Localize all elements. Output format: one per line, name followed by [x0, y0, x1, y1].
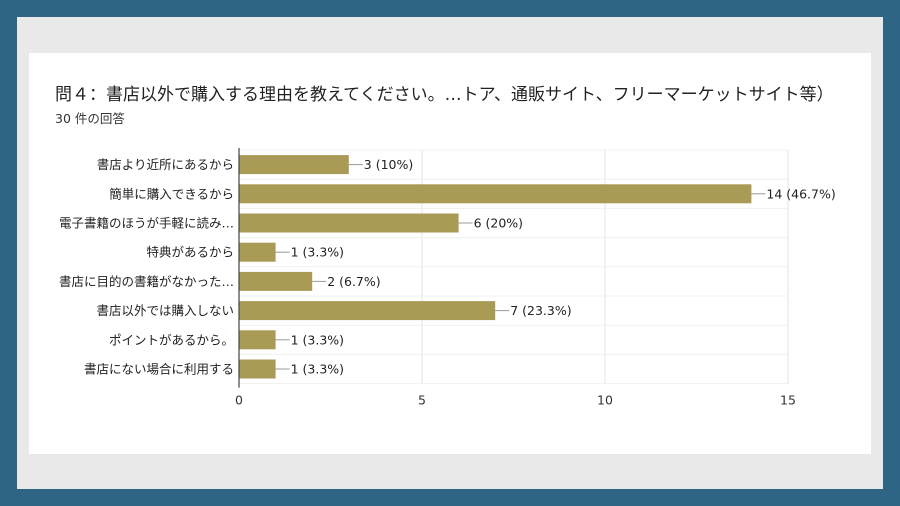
category-label: 特典があるから — [146, 245, 234, 260]
category-label: 書店以外では購入しない — [96, 303, 234, 318]
x-tick-label: 10 — [597, 393, 613, 408]
response-count: 30 件の回答 — [55, 111, 125, 126]
bar — [239, 242, 276, 262]
category-label: 電子書籍のほうが手軽に読み… — [59, 216, 234, 231]
data-label: 2 (6.7%) — [327, 274, 380, 289]
category-label: 書店に目的の書籍がなかった… — [59, 274, 234, 289]
bar — [239, 271, 313, 291]
data-label: 7 (23.3%) — [510, 303, 571, 318]
x-tick-label: 5 — [418, 393, 426, 408]
bar — [239, 301, 496, 321]
data-label: 1 (3.3%) — [291, 245, 344, 260]
category-label: ポイントがあるから。 — [109, 332, 234, 347]
bar — [239, 184, 752, 204]
category-label: 書店より近所にあるから — [97, 157, 234, 172]
question-title: 問４：書店以外で購入する理由を教えてください。…トア、通販サイト、フリーマーケッ… — [55, 85, 834, 105]
x-tick-label: 15 — [780, 393, 796, 408]
data-label: 1 (3.3%) — [291, 362, 344, 377]
data-label: 1 (3.3%) — [291, 332, 344, 347]
chart-card — [29, 53, 871, 454]
x-tick-label: 0 — [235, 393, 243, 408]
category-label: 書店にない場合に利用する — [84, 362, 234, 377]
data-label: 14 (46.7%) — [766, 186, 835, 201]
bar — [239, 155, 349, 175]
data-label: 6 (20%) — [474, 216, 523, 231]
category-label: 簡単に購入できるから — [109, 186, 234, 201]
bar — [239, 330, 276, 350]
data-label: 3 (10%) — [364, 157, 413, 172]
bar — [239, 213, 459, 233]
bar — [239, 359, 276, 379]
